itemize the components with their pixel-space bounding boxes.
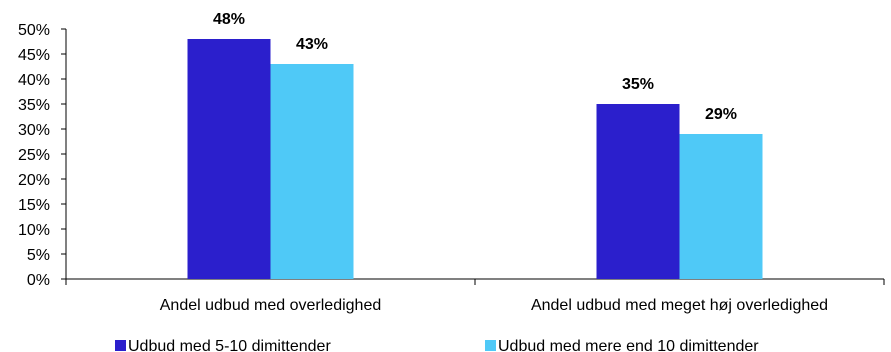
- y-tick-label: 20%: [18, 172, 50, 189]
- data-label: 48%: [213, 11, 245, 28]
- data-label: 35%: [622, 76, 654, 93]
- bars: [187, 39, 763, 279]
- bar: [187, 39, 271, 279]
- x-category-label: Andel udbud med overledighed: [160, 297, 382, 314]
- legend-label: Udbud med 5-10 dimittender: [128, 338, 331, 352]
- data-labels: 48% 43% 35% 29%: [213, 11, 737, 123]
- bar: [679, 134, 763, 279]
- y-tick-label: 5%: [27, 247, 50, 264]
- data-label: 29%: [705, 106, 737, 123]
- data-label: 43%: [296, 36, 328, 53]
- x-category-label: Andel udbud med meget høj overledighed: [531, 297, 828, 314]
- y-tick-label: 40%: [18, 72, 50, 89]
- y-tick-label: 45%: [18, 47, 50, 64]
- bar: [270, 64, 354, 279]
- y-tick-label: 50%: [18, 22, 50, 39]
- legend-swatch: [485, 340, 496, 351]
- bar: [596, 104, 680, 279]
- y-tick-label: 15%: [18, 197, 50, 214]
- y-tick-label: 30%: [18, 122, 50, 139]
- y-tick-label: 35%: [18, 97, 50, 114]
- y-tick-label: 25%: [18, 147, 50, 164]
- y-tick-label: 0%: [27, 272, 50, 289]
- legend: Udbud med 5-10 dimittender Udbud med mere…: [115, 338, 759, 352]
- legend-label: Udbud med mere end 10 dimittender: [498, 338, 759, 352]
- legend-swatch: [115, 340, 126, 351]
- y-tick-label: 10%: [18, 222, 50, 239]
